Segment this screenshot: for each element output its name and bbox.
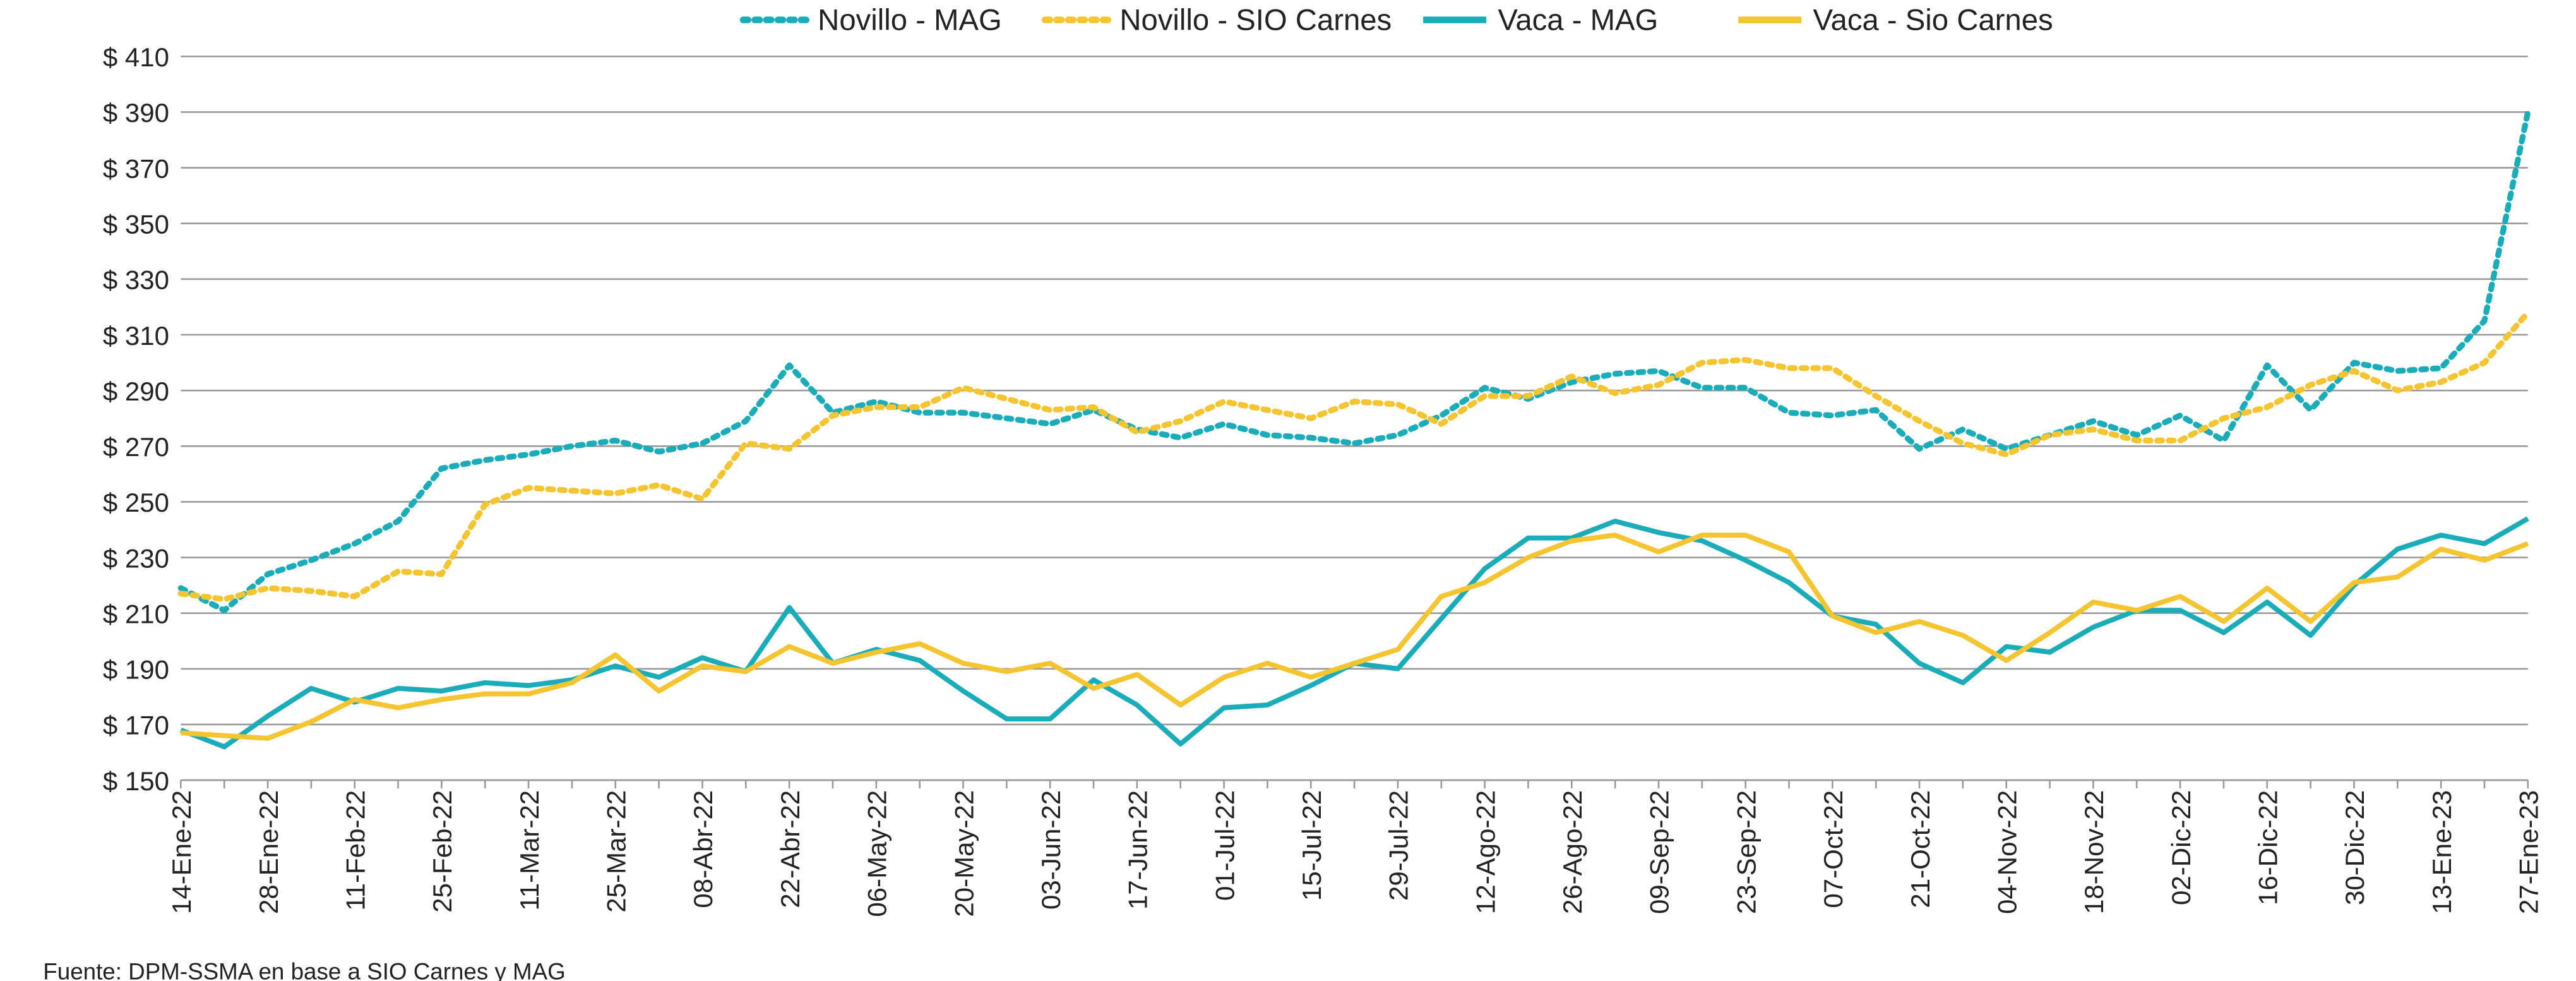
y-tick-label: $ 350 [103, 209, 169, 239]
y-tick-label: $ 190 [103, 655, 169, 685]
series-line [177, 109, 2531, 613]
x-tick-label: 28-Ene-22 [254, 790, 283, 914]
source-note: Fuente: DPM-SSMA en base a SIO Carnes y … [43, 958, 565, 981]
y-tick-label: $ 270 [103, 432, 169, 462]
series-line [179, 516, 2529, 750]
y-tick-label: $ 250 [103, 488, 169, 517]
x-tick-label: 25-Mar-22 [602, 790, 631, 913]
y-tick-label: $ 410 [103, 42, 169, 72]
y-tick-label: $ 170 [103, 711, 169, 740]
x-tick-label: 16-Dic-22 [2253, 790, 2283, 905]
x-tick-label: 11-Feb-22 [340, 790, 370, 911]
x-tick-label: 04-Nov-22 [1992, 790, 2022, 914]
y-tick-label: $ 390 [103, 98, 169, 128]
x-tick-label: 14-Ene-22 [167, 790, 196, 914]
y-tick-label: $ 290 [103, 376, 169, 406]
series-line [181, 533, 2529, 741]
x-tick-label: 02-Dic-22 [2166, 790, 2196, 905]
x-tick-label: 07-Oct-22 [1818, 790, 1848, 908]
y-tick-label: $ 210 [103, 599, 169, 629]
legend-label: Vaca - MAG [1498, 3, 1658, 37]
legend-label: Novillo - MAG [818, 3, 1002, 37]
x-tick-label: 03-Jun-22 [1036, 790, 1066, 910]
x-tick-label: 08-Abr-22 [688, 790, 718, 908]
y-tick-label: $ 230 [103, 543, 169, 573]
series-line [177, 310, 2531, 603]
x-tick-label: 20-May-22 [949, 790, 979, 917]
x-tick-label: 22-Abr-22 [775, 790, 805, 908]
y-tick-label: $ 310 [103, 321, 169, 351]
x-tick-label: 26-Ago-22 [1558, 790, 1587, 914]
legend-label: Novillo - SIO Carnes [1119, 3, 1392, 37]
y-tick-label: $ 150 [103, 766, 169, 796]
x-tick-label: 06-May-22 [862, 790, 892, 917]
x-tick-label: 23-Sep-22 [1731, 790, 1761, 914]
x-tick-label: 15-Jul-22 [1297, 790, 1327, 901]
y-tick-label: $ 370 [103, 153, 169, 183]
legend-label: Vaca - Sio Carnes [1813, 3, 2053, 37]
x-tick-label: 29-Jul-22 [1384, 790, 1414, 901]
x-tick-label: 11-Mar-22 [515, 790, 544, 911]
x-tick-label: 09-Sep-22 [1645, 790, 1674, 914]
x-tick-label: 21-Oct-22 [1905, 790, 1935, 908]
x-tick-label: 30-Dic-22 [2340, 790, 2370, 905]
x-tick-label: 25-Feb-22 [427, 790, 457, 913]
x-tick-label: 27-Ene-23 [2514, 790, 2544, 914]
x-tick-label: 18-Nov-22 [2079, 790, 2109, 914]
x-tick-label: 12-Ago-22 [1470, 790, 1500, 914]
x-tick-label: 01-Jul-22 [1210, 790, 1239, 901]
x-tick-label: 13-Ene-23 [2427, 790, 2457, 914]
x-tick-label: 17-Jun-22 [1123, 790, 1153, 910]
y-tick-label: $ 330 [103, 265, 169, 295]
